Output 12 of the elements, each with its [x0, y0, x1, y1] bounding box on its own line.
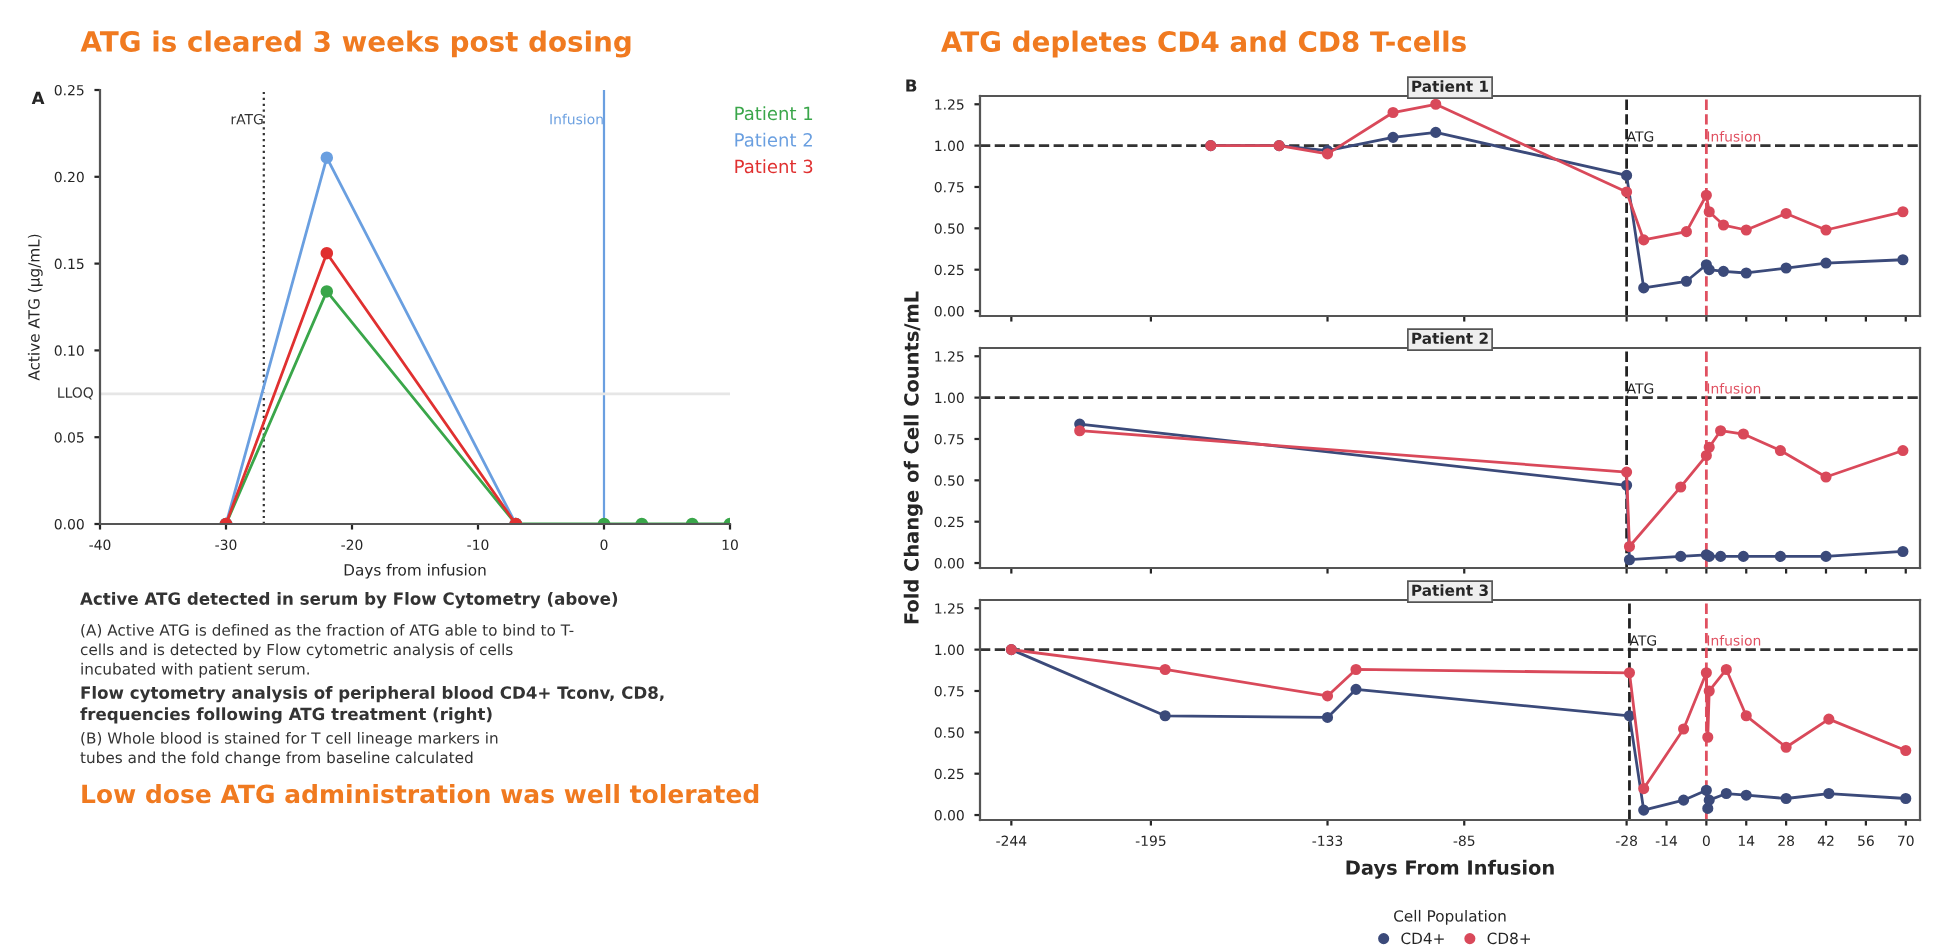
text: Active ATG detected in serum by Flow Cytometry (above) [80, 592, 618, 609]
text: Low dose ATG administration was well tolerated [82, 784, 759, 804]
text: A [31, 91, 45, 104]
text: Patient 1 [735, 106, 813, 121]
text: Patient 3 [735, 159, 813, 174]
chart-title: ATG is cleared 3 weeks post dosing [80, 30, 631, 58]
text: B [906, 79, 917, 92]
text: Patient 2 [735, 132, 812, 147]
y-axis-title: Fold Change of Cell Counts/mL [903, 291, 923, 624]
chart-title: ATG depletes CD4 and CD8 T-cells [941, 30, 1466, 58]
x-axis-title: Days From Infusion [1346, 859, 1554, 879]
text: Flow cytometry analysis of peripheral blood CD4+ Tconv, CD8, frequencies following ATG treatment (right) [80, 686, 664, 724]
